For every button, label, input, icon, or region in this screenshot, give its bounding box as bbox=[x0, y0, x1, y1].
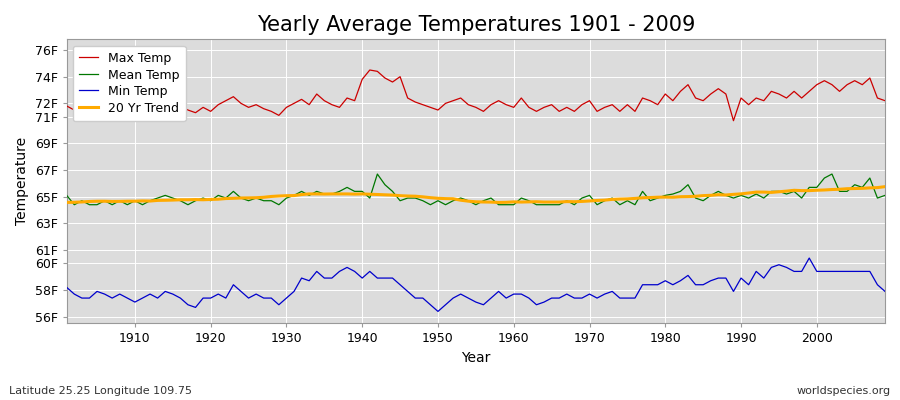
Mean Temp bbox=[615, 202, 626, 207]
Max Temp bbox=[879, 98, 890, 103]
Min Temp bbox=[804, 256, 814, 260]
Min Temp bbox=[607, 289, 617, 294]
Line: Min Temp: Min Temp bbox=[67, 258, 885, 312]
Line: Max Temp: Max Temp bbox=[67, 70, 885, 121]
20 Yr Trend bbox=[122, 199, 132, 204]
Y-axis label: Temperature: Temperature bbox=[15, 137, 29, 226]
Line: Mean Temp: Mean Temp bbox=[67, 174, 885, 205]
Min Temp bbox=[289, 289, 300, 294]
Max Temp bbox=[607, 102, 617, 107]
X-axis label: Year: Year bbox=[461, 351, 491, 365]
Mean Temp bbox=[372, 172, 382, 176]
Mean Temp bbox=[296, 189, 307, 194]
Min Temp bbox=[516, 292, 526, 296]
20 Yr Trend bbox=[289, 193, 300, 198]
Mean Temp bbox=[342, 185, 353, 190]
Title: Yearly Average Temperatures 1901 - 2009: Yearly Average Temperatures 1901 - 2009 bbox=[256, 15, 695, 35]
Max Temp bbox=[364, 68, 375, 72]
20 Yr Trend bbox=[61, 200, 72, 205]
Mean Temp bbox=[524, 198, 535, 203]
Max Temp bbox=[516, 96, 526, 100]
Mean Temp bbox=[130, 198, 140, 203]
20 Yr Trend bbox=[508, 200, 519, 204]
20 Yr Trend bbox=[879, 184, 890, 189]
20 Yr Trend bbox=[516, 200, 526, 204]
20 Yr Trend bbox=[493, 200, 504, 205]
Min Temp bbox=[122, 296, 132, 300]
Min Temp bbox=[61, 285, 72, 290]
Mean Temp bbox=[69, 202, 80, 207]
Text: Latitude 25.25 Longitude 109.75: Latitude 25.25 Longitude 109.75 bbox=[9, 386, 192, 396]
Text: worldspecies.org: worldspecies.org bbox=[796, 386, 891, 396]
Max Temp bbox=[122, 109, 132, 114]
Mean Temp bbox=[61, 193, 72, 198]
Line: 20 Yr Trend: 20 Yr Trend bbox=[67, 187, 885, 202]
Max Temp bbox=[728, 118, 739, 123]
Min Temp bbox=[879, 289, 890, 294]
Min Temp bbox=[508, 292, 519, 296]
Min Temp bbox=[334, 269, 345, 274]
Mean Temp bbox=[516, 196, 526, 200]
Max Temp bbox=[61, 104, 72, 108]
Max Temp bbox=[334, 105, 345, 110]
20 Yr Trend bbox=[607, 197, 617, 202]
Legend: Max Temp, Mean Temp, Min Temp, 20 Yr Trend: Max Temp, Mean Temp, Min Temp, 20 Yr Tre… bbox=[73, 46, 185, 121]
Min Temp bbox=[433, 309, 444, 314]
Max Temp bbox=[508, 105, 519, 110]
Max Temp bbox=[289, 101, 300, 106]
20 Yr Trend bbox=[334, 192, 345, 196]
Mean Temp bbox=[879, 193, 890, 198]
